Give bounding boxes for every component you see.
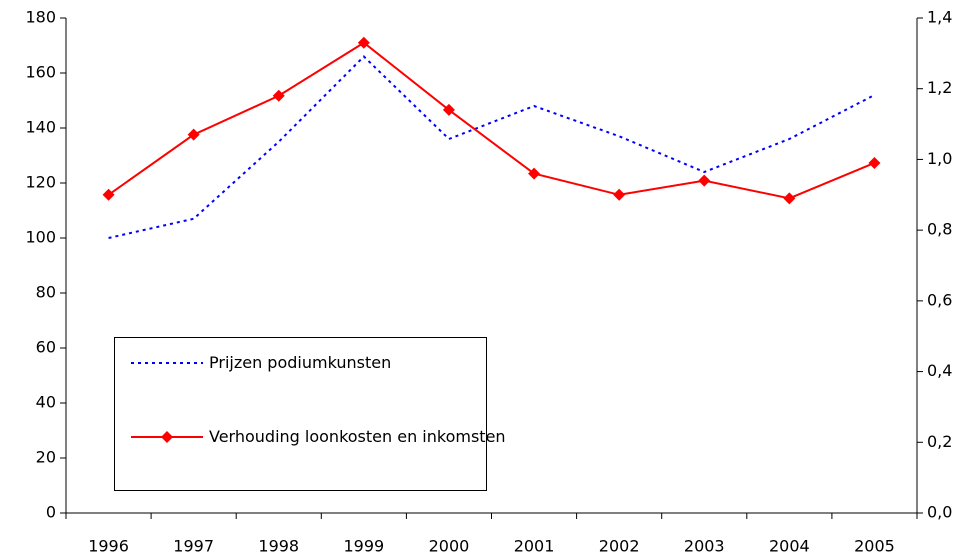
legend-label: Prijzen podiumkunsten [209,353,392,372]
x-tick-label: 2003 [684,537,725,556]
point-marker [102,188,115,201]
y-tick-label: 60 [36,338,56,357]
y2-tick-label: 1,2 [927,78,952,97]
y2-tick-label: 1,0 [927,149,952,168]
legend-entry: Prijzen podiumkunsten [129,352,509,374]
legend-label: Verhouding loonkosten en inkomsten [209,427,506,446]
x-tick-label: 1998 [258,537,299,556]
point-marker [698,174,711,187]
y-tick-label: 40 [36,393,56,412]
point-marker [868,156,881,169]
point-marker [442,103,455,116]
x-tick-label: 2005 [854,537,895,556]
y-tick-label: 20 [36,448,56,467]
legend-icon [131,362,203,364]
y2-tick-label: 0,4 [927,361,952,380]
series-line [107,41,875,200]
y-tick-label: 160 [25,63,56,82]
y-tick-label: 0 [46,503,56,522]
legend: Prijzen podiumkunsten Verhouding loonkost… [114,337,506,491]
point-marker [272,89,285,102]
point-marker [783,192,796,205]
point-marker [357,36,370,49]
legend-marker [161,431,173,443]
x-tick-label: 1999 [343,537,384,556]
y2-tick-label: 0,0 [927,503,952,522]
y-tick-label: 140 [25,118,56,137]
point-marker [528,167,541,180]
y2-tick-label: 0,2 [927,432,952,451]
x-tick-label: 1997 [173,537,214,556]
y2-tick-label: 0,8 [927,220,952,239]
x-tick-label: 2004 [769,537,810,556]
x-tick-label: 2002 [599,537,640,556]
legend-entry: Verhouding loonkosten en inkomsten [129,426,509,448]
y-tick-label: 120 [25,173,56,192]
y-tick-label: 80 [36,283,56,302]
series-line [108,55,875,239]
x-tick-label: 1996 [88,537,129,556]
point-marker [187,128,200,141]
legend-icon [131,431,203,443]
y2-tick-label: 1,4 [927,8,952,27]
y-tick-label: 100 [25,228,56,247]
x-tick-label: 2000 [429,537,470,556]
y-tick-label: 180 [25,8,56,27]
y2-tick-label: 0,6 [927,290,952,309]
x-tick-label: 2001 [514,537,555,556]
point-marker [613,188,626,201]
